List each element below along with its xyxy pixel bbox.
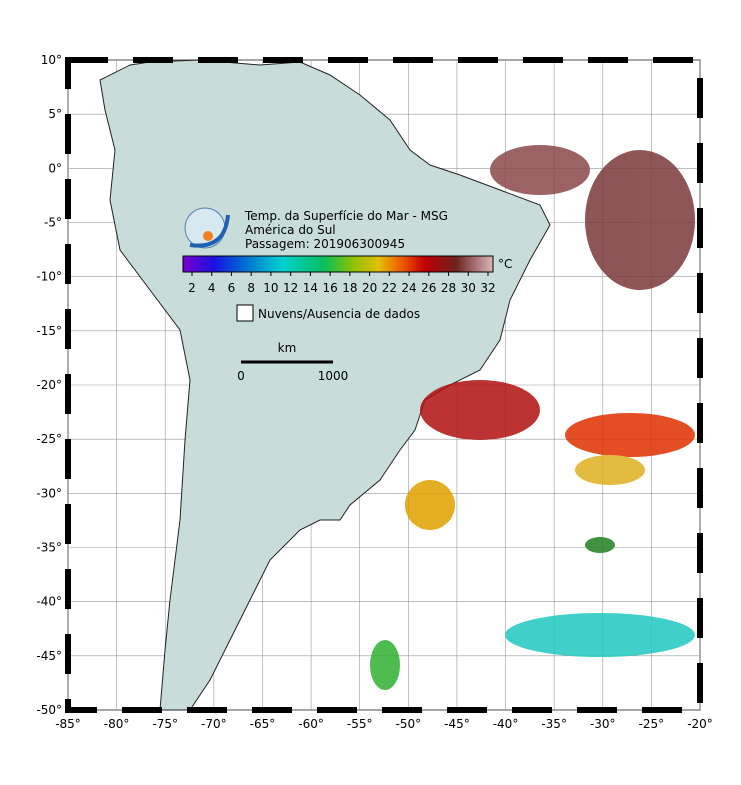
legend-text: Nuvens/Ausencia de dados [258,307,420,321]
lat-tick-label: -45° [36,649,62,663]
scale-unit: km [278,341,297,355]
lon-tick-label: -75° [152,717,178,731]
map-frame [65,57,703,713]
lat-tick-label: -40° [36,595,62,609]
legend-swatch [236,304,254,322]
lon-tick-label: -65° [250,717,276,731]
lon-tick-label: -40° [493,717,519,731]
lat-tick-label: -10° [36,270,62,284]
colorbar-tick-label: 6 [228,281,236,295]
lon-tick-label: -60° [298,717,324,731]
title-line: Passagem: 201906300945 [245,237,405,251]
sst-patches [370,145,695,690]
lat-tick-label: 5° [48,107,62,121]
lon-tick-label: -80° [104,717,130,731]
colorbar-tick-label: 10 [263,281,278,295]
lon-tick-label: -85° [55,717,81,731]
colorbar-tick-label: 18 [342,281,357,295]
title-line: Temp. da Superfície do Mar - MSG [244,209,448,223]
lon-tick-label: -35° [541,717,567,731]
lat-tick-label: -5° [44,216,62,230]
colorbar-tick-label: 4 [208,281,216,295]
colorbar-tick-label: 20 [362,281,377,295]
colorbar-tick-label: 28 [441,281,456,295]
lat-tick-label: -35° [36,541,62,555]
lon-tick-label: -45° [444,717,470,731]
logo [184,207,230,249]
lon-tick-label: -30° [590,717,616,731]
colorbar-tick-label: 24 [401,281,416,295]
colorbar [182,255,494,273]
lat-tick-label: -20° [36,378,62,392]
lat-tick-label: 10° [41,53,62,67]
lon-tick-label: -70° [201,717,227,731]
colorbar-tick-label: 30 [461,281,476,295]
lat-tick-label: -25° [36,432,62,446]
colorbar-unit: °C [498,257,512,271]
colorbar-tick-label: 26 [421,281,436,295]
scale-start: 0 [237,369,245,383]
lon-tick-label: -55° [347,717,373,731]
scale-end: 1000 [318,369,349,383]
colorbar-tick-label: 16 [322,281,337,295]
colorbar-tick-label: 32 [480,281,495,295]
lat-tick-label: -50° [36,703,62,717]
title-line: América do Sul [245,223,336,237]
colorbar-tick-label: 2 [188,281,196,295]
lon-tick-label: -50° [396,717,422,731]
lon-tick-label: -25° [639,717,665,731]
colorbar-tick-label: 14 [303,281,318,295]
colorbar-tick-label: 12 [283,281,298,295]
lon-tick-label: -20° [687,717,713,731]
lat-tick-label: -30° [36,486,62,500]
colorbar-tick-label: 8 [247,281,255,295]
lat-tick-label: -15° [36,324,62,338]
colorbar-tick-label: 22 [382,281,397,295]
lat-tick-label: 0° [48,161,62,175]
